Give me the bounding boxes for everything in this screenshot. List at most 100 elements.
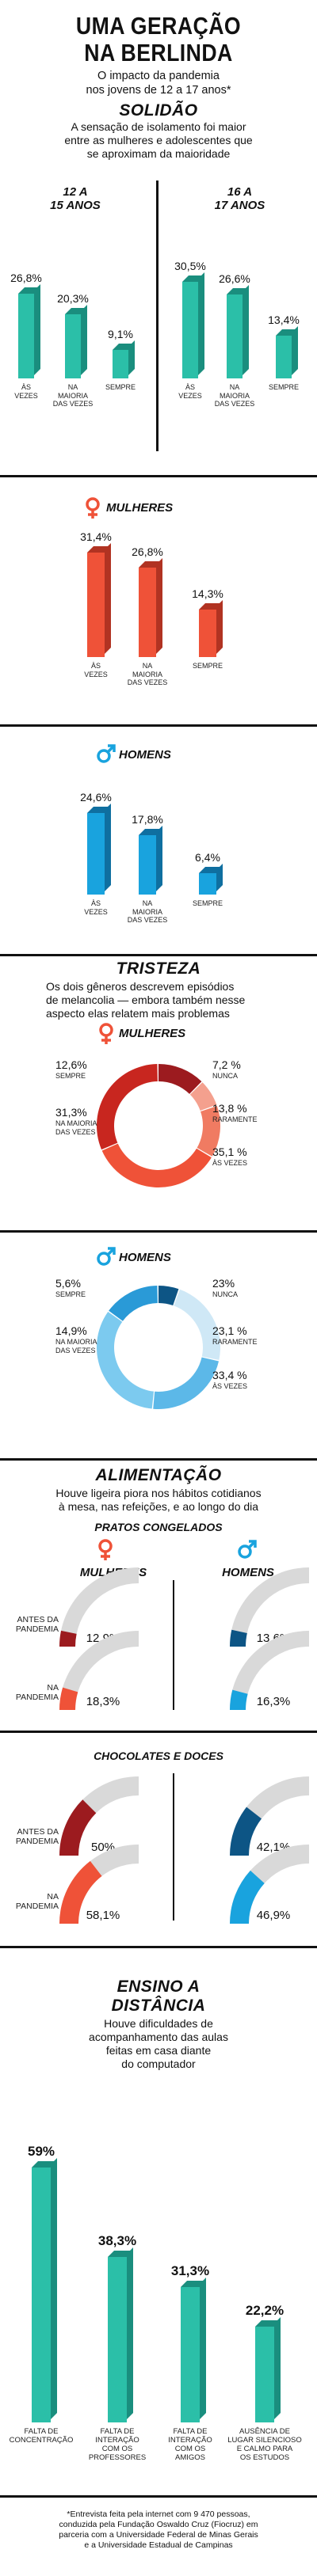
bar-value-label: 20,3% [57,291,89,305]
bar [65,313,81,378]
ensino-desc-1: Houve dificuldades de [104,2017,213,2030]
section-divider [0,1230,317,1233]
donut-value-label: 33,4 % [212,1369,247,1381]
ensino-title-line1: ENSINO A [116,1978,201,1996]
solidao-desc-3: se aproximam da maioridade [86,147,231,160]
donut-value-label: 7,2 % [212,1058,241,1071]
donut-category-label: DAS VEZES [55,1128,96,1136]
bar-category-label: VEZES [84,907,108,916]
donut-value-label: 5,6% [55,1277,81,1290]
bar-category-label: DAS VEZES [214,400,255,408]
bar-category-label: AUSÊNCIA DE [239,2427,290,2436]
bar [276,336,292,378]
bar-category-label: DAS VEZES [52,400,94,408]
ensino-desc-3: feitas em casa diante [105,2044,212,2057]
section-divider [0,2495,317,2498]
bar [139,835,156,895]
bar-category-label: VEZES [84,670,108,678]
bar-category-label: VEZES [178,391,202,400]
bar-category-label: E CALMO PARA [236,2445,293,2453]
age-divider [156,180,158,451]
donut-category-label: DAS VEZES [55,1347,96,1354]
section-divider [0,1946,317,1948]
bar [108,2257,127,2422]
male-symbol-icon [97,1247,116,1270]
choc-row-na-2: PANDEMIA [15,1902,59,1911]
donut-slice [97,1312,155,1409]
chocolates-title: CHOCOLATES E DOCES [94,1750,223,1762]
choc-row-antes-2: PANDEMIA [15,1837,59,1846]
donut-slice [153,1357,220,1409]
bar-category-label: SEMPRE [268,383,299,391]
donut-category-label: ÀS VEZES [212,1159,247,1167]
donut-category-label: NA MAIORIA [55,1119,97,1127]
donut-category-label: RARAMENTE [212,1338,258,1346]
tristeza-women-label: MULHERES [119,1027,186,1040]
bar [113,349,128,378]
bar-category-label: SEMPRE [192,662,223,670]
bar [32,2168,51,2422]
bar-category-label: DAS VEZES [127,678,168,686]
ensino-desc-4: do computador [121,2057,196,2070]
donut-value-label: 14,9% [55,1324,87,1337]
donut-value-label: 23% [212,1277,235,1290]
donut-category-label: RARAMENTE [212,1115,258,1123]
bar [18,293,34,378]
bar-side [274,2317,281,2419]
pratos-row-antes-2: PANDEMIA [15,1624,59,1634]
bar-value-label: 30,5% [174,260,206,272]
donut-category-label: ÀS VEZES [212,1382,247,1390]
donut-value-label: 13,8 % [212,1102,247,1115]
tristeza-desc-3: aspecto elas relatem mais problemas [46,1007,230,1020]
bar [87,553,105,657]
bar-category-label: OS ESTUDOS [239,2453,290,2462]
bar-value-label: 14,3% [192,587,223,600]
bar-category-label: CONCENTRAÇÃO [9,2436,74,2445]
donut-category-label: SEMPRE [55,1290,86,1298]
donut-value-label: 35,1 % [212,1146,247,1158]
bar-category-label: NA [142,899,153,907]
tristeza-desc-1: Os dois gêneros descrevem episódios [46,980,235,993]
alimentacao-desc-2: à mesa, nas refeições, e ao longo do dia [58,1500,259,1513]
donut-value-label: 31,3% [55,1106,87,1119]
bar [181,2287,200,2422]
pratos-title: PRATOS CONGELADOS [94,1521,223,1533]
solidao-women-label: MULHERES [106,501,174,515]
alimentacao-title: ALIMENTAÇÃO [95,1466,222,1484]
footnote-3: parceria com a Universidade Federal de M… [59,2530,258,2540]
choc-row-antes-1: ANTES DA [17,1827,59,1837]
gauge-fill [59,1630,77,1647]
bar [255,2327,274,2422]
gauge-fill [230,1807,262,1856]
bar-category-label: INTERAÇÃO [168,2436,212,2445]
page-subtitle-line2: nos jovens de 12 a 17 anos* [86,84,231,97]
bar-category-label: COM OS [101,2445,133,2453]
gauge-value-label: 16,3% [257,1695,291,1708]
tristeza-title: TRISTEZA [116,959,201,978]
page-title-line2: NA BERLINDA [84,39,233,66]
gauge-fill [59,1799,97,1856]
bar-category-label: NA [229,383,240,391]
pratos-row-na-1: NA [47,1683,59,1693]
bar-value-label: 26,8% [10,271,42,284]
donut-slice [158,1286,179,1306]
bar-value-label: 6,4% [195,851,220,864]
bar-category-label: INTERAÇÃO [95,2436,139,2445]
section-divider [0,954,317,956]
bar-category-label: SEMPRE [192,899,223,907]
gauge-fill [59,1860,102,1924]
bar-category-label: ÀS [90,662,101,670]
donut-category-label: SEMPRE [55,1072,86,1080]
bar-category-label: DAS VEZES [127,916,168,924]
alimentacao-desc-1: Houve ligeira piora nos hábitos cotidian… [55,1487,262,1499]
bar-category-label: MAIORIA [219,391,250,400]
donut-slice [97,1064,158,1150]
bar-value-label: 59% [27,2144,55,2160]
bar-value-label: 31,3% [170,2263,210,2279]
bar-value-label: 9,1% [108,327,133,340]
pratos-row-na-2: PANDEMIA [15,1693,59,1702]
bar-side [51,2158,57,2419]
page-subtitle-line1: O impacto da pandemia [97,70,220,82]
